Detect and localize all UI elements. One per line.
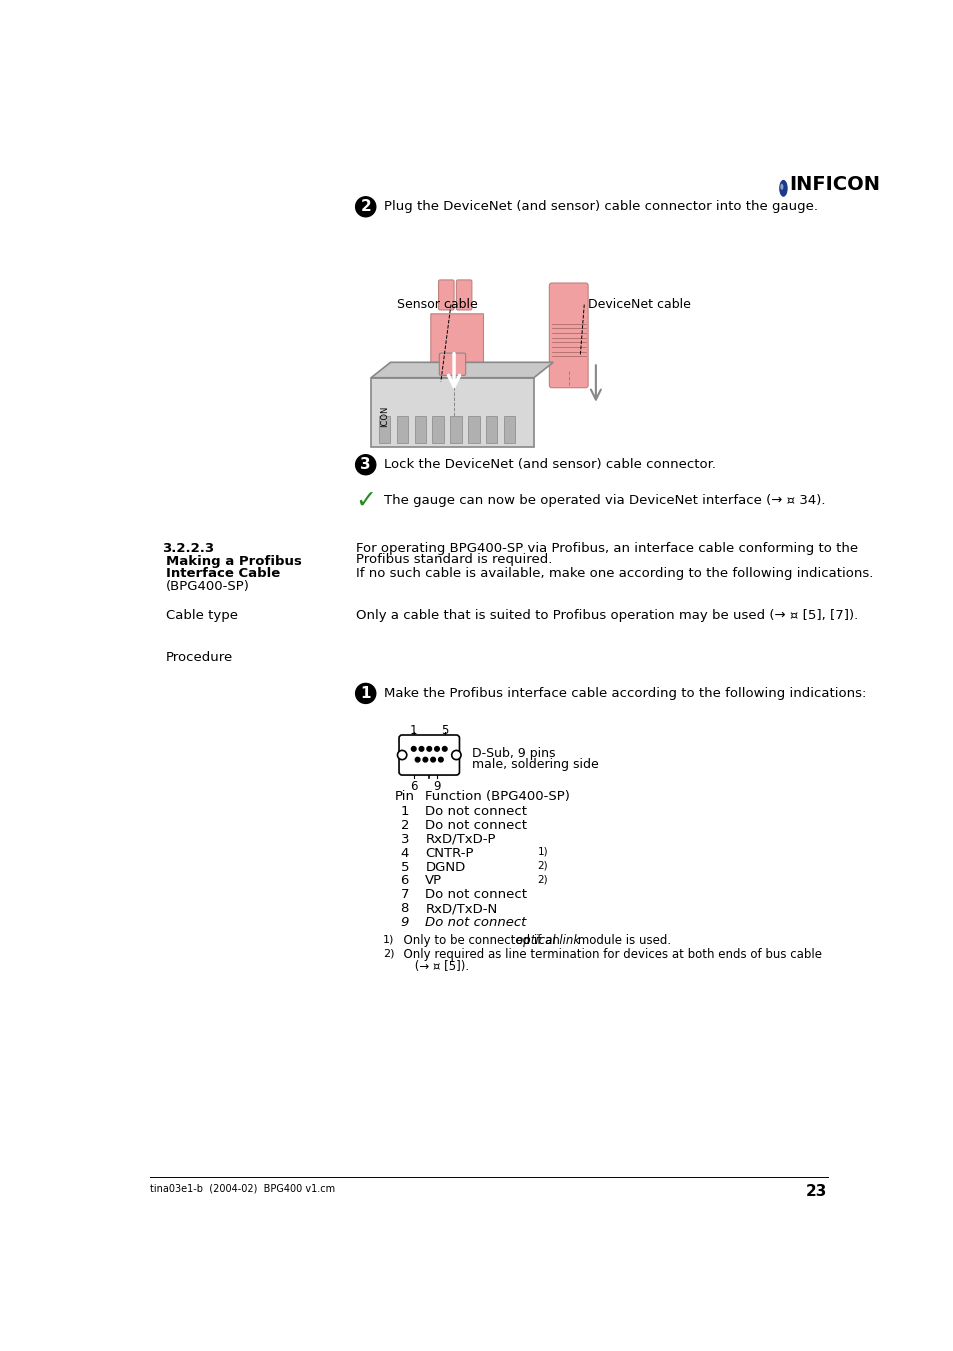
Text: male, soldering side: male, soldering side — [472, 758, 598, 771]
Text: Plug the DeviceNet (and sensor) cable connector into the gauge.: Plug the DeviceNet (and sensor) cable co… — [384, 200, 818, 213]
Circle shape — [422, 758, 427, 762]
Text: 4: 4 — [400, 847, 409, 859]
Circle shape — [427, 747, 431, 751]
Text: CNTR-P: CNTR-P — [425, 847, 474, 859]
Circle shape — [418, 747, 423, 751]
Text: 2: 2 — [400, 819, 409, 832]
Text: D-Sub, 9 pins: D-Sub, 9 pins — [472, 747, 555, 761]
Text: (BPG400-SP): (BPG400-SP) — [166, 580, 250, 593]
Text: Do not connect: Do not connect — [425, 805, 527, 819]
Text: 1: 1 — [410, 724, 417, 738]
Text: Only a cable that is suited to Profibus operation may be used (→ ¤ [5], [7]).: Only a cable that is suited to Profibus … — [355, 609, 857, 621]
Text: optical link: optical link — [516, 935, 579, 947]
Text: 6: 6 — [400, 874, 409, 888]
Text: 8: 8 — [400, 902, 409, 915]
Circle shape — [355, 684, 375, 704]
FancyBboxPatch shape — [450, 416, 461, 443]
Circle shape — [438, 758, 443, 762]
Text: Make the Profibus interface cable according to the following indications:: Make the Profibus interface cable accord… — [384, 686, 865, 700]
Text: Procedure: Procedure — [166, 651, 233, 665]
Text: 1: 1 — [360, 686, 371, 701]
Text: Making a Profibus: Making a Profibus — [166, 555, 301, 567]
Text: module is used.: module is used. — [574, 935, 671, 947]
Text: 5: 5 — [440, 724, 448, 738]
FancyBboxPatch shape — [549, 282, 587, 388]
FancyBboxPatch shape — [432, 416, 443, 443]
Text: 1: 1 — [400, 805, 409, 819]
Ellipse shape — [780, 184, 782, 190]
Text: Sensor cable: Sensor cable — [396, 299, 476, 311]
Circle shape — [355, 455, 375, 474]
Circle shape — [435, 747, 439, 751]
Text: 23: 23 — [805, 1183, 827, 1198]
Text: Do not connect: Do not connect — [425, 888, 527, 901]
Circle shape — [355, 197, 375, 216]
Circle shape — [442, 747, 447, 751]
Text: If no such cable is available, make one according to the following indications.: If no such cable is available, make one … — [355, 567, 872, 580]
FancyBboxPatch shape — [378, 416, 390, 443]
Text: Cable type: Cable type — [166, 609, 237, 621]
FancyBboxPatch shape — [503, 416, 515, 443]
Text: 2): 2) — [382, 948, 394, 958]
FancyBboxPatch shape — [485, 416, 497, 443]
Text: Pin: Pin — [394, 790, 414, 802]
Text: 3: 3 — [400, 832, 409, 846]
Text: Only required as line termination for devices at both ends of bus cable: Only required as line termination for de… — [395, 948, 821, 962]
Text: ✓: ✓ — [355, 489, 375, 513]
FancyBboxPatch shape — [456, 280, 472, 309]
Text: VP: VP — [425, 874, 442, 888]
Text: 7: 7 — [400, 888, 409, 901]
Text: 3.2.2.3: 3.2.2.3 — [162, 542, 213, 555]
Text: 2): 2) — [537, 861, 548, 870]
Text: 1): 1) — [537, 847, 548, 857]
Circle shape — [397, 750, 406, 759]
Text: INFICON: INFICON — [788, 174, 879, 195]
Circle shape — [411, 747, 416, 751]
Text: 9: 9 — [433, 780, 440, 793]
Text: Interface Cable: Interface Cable — [166, 567, 280, 580]
Text: DGND: DGND — [425, 861, 465, 874]
Text: DeviceNet cable: DeviceNet cable — [587, 299, 690, 311]
Text: The gauge can now be operated via DeviceNet interface (→ ¤ 34).: The gauge can now be operated via Device… — [384, 494, 825, 508]
Text: 1): 1) — [382, 935, 394, 944]
Circle shape — [431, 758, 435, 762]
Text: Do not connect: Do not connect — [425, 916, 526, 929]
Polygon shape — [431, 313, 483, 416]
FancyBboxPatch shape — [468, 416, 479, 443]
Ellipse shape — [779, 180, 787, 197]
Text: (→ ¤ [5]).: (→ ¤ [5]). — [395, 959, 469, 973]
Text: Lock the DeviceNet (and sensor) cable connector.: Lock the DeviceNet (and sensor) cable co… — [384, 458, 716, 471]
Text: 2): 2) — [537, 874, 548, 885]
Text: RxD/TxD-P: RxD/TxD-P — [425, 832, 496, 846]
Text: RxD/TxD-N: RxD/TxD-N — [425, 902, 497, 915]
Text: 6: 6 — [410, 780, 417, 793]
Text: Function (BPG400-SP): Function (BPG400-SP) — [425, 790, 570, 802]
FancyBboxPatch shape — [398, 735, 459, 775]
Text: Only to be connected if an: Only to be connected if an — [395, 935, 563, 947]
Text: 5: 5 — [400, 861, 409, 874]
Text: 2: 2 — [360, 200, 371, 215]
Polygon shape — [371, 362, 553, 378]
FancyBboxPatch shape — [439, 353, 465, 376]
FancyBboxPatch shape — [438, 280, 454, 309]
FancyBboxPatch shape — [415, 416, 426, 443]
Text: For operating BPG400-SP via Profibus, an interface cable conforming to the: For operating BPG400-SP via Profibus, an… — [355, 542, 857, 555]
Text: 9: 9 — [400, 916, 409, 929]
FancyBboxPatch shape — [371, 378, 534, 447]
Circle shape — [415, 758, 419, 762]
Circle shape — [452, 750, 460, 759]
Text: Profibus standard is required.: Profibus standard is required. — [355, 554, 552, 566]
Text: Do not connect: Do not connect — [425, 819, 527, 832]
FancyBboxPatch shape — [396, 416, 408, 443]
Text: 3: 3 — [360, 457, 371, 473]
Text: tina03e1-b  (2004-02)  BPG400 v1.cm: tina03e1-b (2004-02) BPG400 v1.cm — [150, 1183, 335, 1194]
Text: ICON: ICON — [380, 405, 389, 427]
